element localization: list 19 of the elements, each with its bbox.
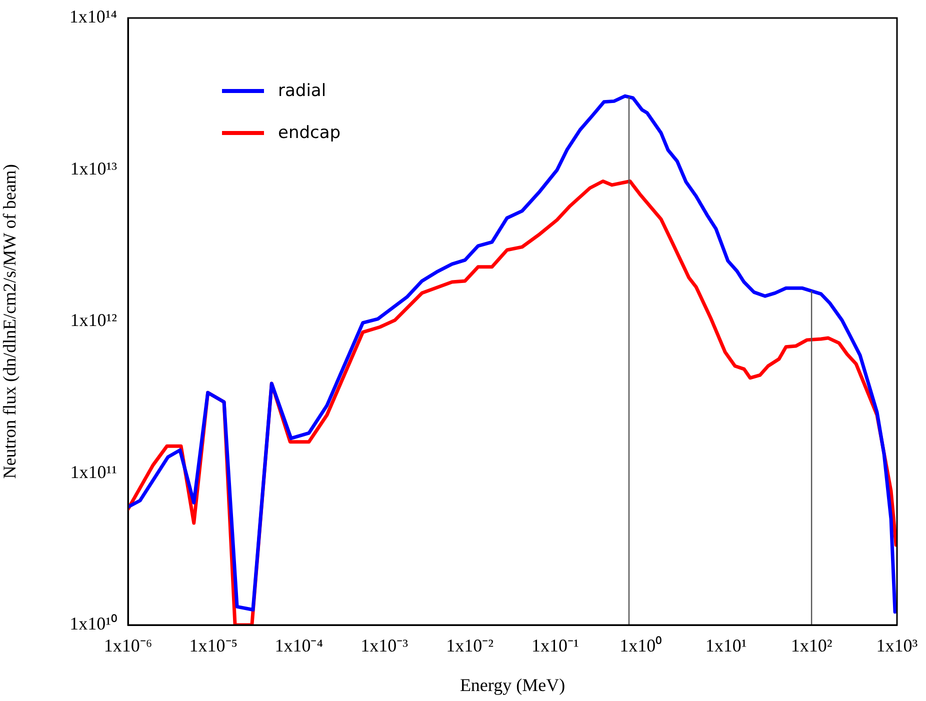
x-tick-label: 1x10¹ — [705, 636, 747, 656]
x-tick-label: 1x10⁻⁴ — [274, 636, 324, 656]
x-tick-label: 1x10⁻¹ — [532, 636, 579, 656]
x-tick-label: 1x10² — [790, 636, 832, 656]
x-axis-title: Energy (MeV) — [460, 674, 566, 695]
x-tick-label: 1x10⁰ — [620, 636, 662, 656]
x-tick-label: 1x10⁻² — [446, 636, 494, 656]
x-tick-label: 1x10³ — [876, 636, 918, 656]
y-tick-label: 1x10¹³ — [70, 158, 118, 178]
x-tick-label: 1x10⁻⁶ — [104, 636, 152, 656]
x-tick-label: 1x10⁻⁵ — [189, 636, 238, 656]
y-tick-label: 1x10¹² — [70, 310, 117, 330]
y-tick-label: 1x10¹⁴ — [69, 6, 117, 27]
y-tick-label: 1x10¹⁰ — [70, 614, 117, 634]
legend-label: endcap — [278, 123, 341, 143]
y-tick-label: 1x10¹¹ — [70, 462, 117, 482]
x-tick-label: 1x10⁻³ — [360, 636, 409, 656]
legend-label: radial — [278, 81, 326, 101]
y-axis-title: Neutron flux (dn/dlnE/cm2/s/MW of beam) — [0, 164, 20, 479]
